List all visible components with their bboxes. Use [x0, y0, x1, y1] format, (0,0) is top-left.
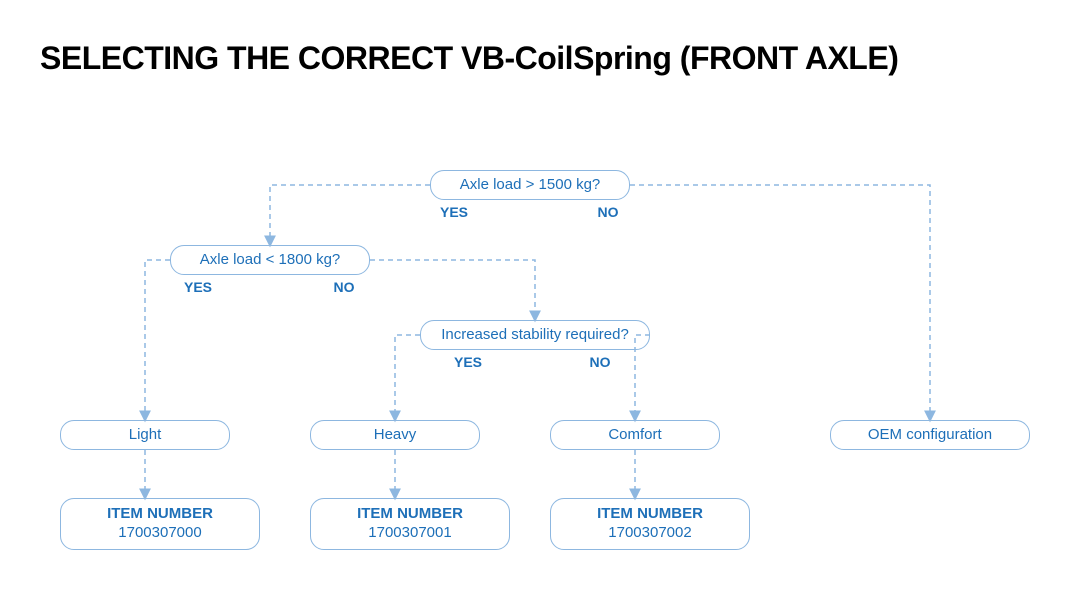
node-heavy: Heavy — [310, 420, 480, 450]
item1-number: 1700307000 — [118, 524, 201, 543]
edge-label-1: NO — [594, 204, 623, 220]
edge-label-3: NO — [330, 279, 359, 295]
edge-4 — [395, 335, 420, 420]
node-comfort-label: Comfort — [608, 426, 661, 445]
node-q3: Increased stability required? — [420, 320, 650, 350]
edge-label-4: YES — [450, 354, 486, 370]
node-q3-label: Increased stability required? — [441, 326, 629, 345]
page-title: SELECTING THE CORRECT VB-CoilSpring (FRO… — [40, 40, 898, 77]
edge-2 — [145, 260, 170, 420]
edge-1 — [630, 185, 930, 420]
item2-number: 1700307001 — [368, 524, 451, 543]
edge-0 — [270, 185, 430, 245]
node-q1-label: Axle load > 1500 kg? — [460, 176, 601, 195]
node-light: Light — [60, 420, 230, 450]
edge-label-5: NO — [586, 354, 615, 370]
edge-label-0: YES — [436, 204, 472, 220]
node-item2: ITEM NUMBER 1700307001 — [310, 498, 510, 550]
node-oem: OEM configuration — [830, 420, 1030, 450]
edge-label-2: YES — [180, 279, 216, 295]
node-light-label: Light — [129, 426, 162, 445]
node-heavy-label: Heavy — [374, 426, 417, 445]
item3-label: ITEM NUMBER — [597, 505, 703, 524]
node-item3: ITEM NUMBER 1700307002 — [550, 498, 750, 550]
item1-label: ITEM NUMBER — [107, 505, 213, 524]
node-q1: Axle load > 1500 kg? — [430, 170, 630, 200]
node-q2-label: Axle load < 1800 kg? — [200, 251, 341, 270]
node-oem-label: OEM configuration — [868, 426, 992, 445]
item2-label: ITEM NUMBER — [357, 505, 463, 524]
node-item1: ITEM NUMBER 1700307000 — [60, 498, 260, 550]
node-comfort: Comfort — [550, 420, 720, 450]
item3-number: 1700307002 — [608, 524, 691, 543]
node-q2: Axle load < 1800 kg? — [170, 245, 370, 275]
edge-3 — [370, 260, 535, 320]
